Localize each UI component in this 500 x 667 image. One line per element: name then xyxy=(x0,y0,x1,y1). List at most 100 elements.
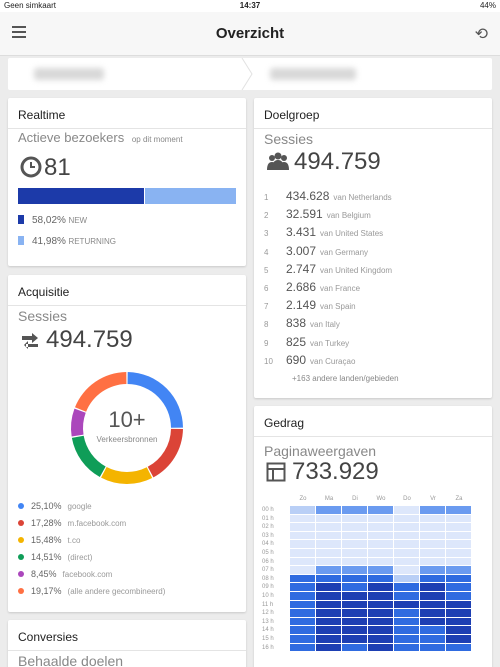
heatmap-cell[interactable] xyxy=(394,617,419,626)
traffic-source-item[interactable]: 8,45% facebook.com xyxy=(18,569,112,579)
heatmap-cell[interactable] xyxy=(290,506,315,514)
heatmap-cell[interactable] xyxy=(342,592,367,600)
heatmap-cell[interactable] xyxy=(290,514,315,523)
heatmap-cell[interactable] xyxy=(420,635,445,643)
heatmap-cell[interactable] xyxy=(368,506,393,514)
heatmap-cell[interactable] xyxy=(290,540,315,548)
heatmap-cell[interactable] xyxy=(420,549,445,557)
heatmap-cell[interactable] xyxy=(342,626,367,634)
donut-slice-5[interactable] xyxy=(74,372,127,412)
heatmap-cell[interactable] xyxy=(368,643,393,652)
end-date-blurred[interactable] xyxy=(270,68,356,80)
country-row[interactable]: 4 3.007 van Germany xyxy=(264,244,484,258)
heatmap-cell[interactable] xyxy=(342,574,367,583)
heatmap-cell[interactable] xyxy=(394,574,419,583)
heatmap-cell[interactable] xyxy=(290,549,315,557)
heatmap-cell[interactable] xyxy=(316,626,341,634)
heatmap-cell[interactable] xyxy=(420,592,445,600)
heatmap-cell[interactable] xyxy=(446,549,471,557)
heatmap-cell[interactable] xyxy=(316,549,341,557)
heatmap-cell[interactable] xyxy=(446,523,471,531)
heatmap-cell[interactable] xyxy=(316,514,341,523)
heatmap-cell[interactable] xyxy=(290,523,315,531)
heatmap-cell[interactable] xyxy=(394,609,419,617)
heatmap-cell[interactable] xyxy=(394,557,419,566)
heatmap-cell[interactable] xyxy=(420,583,445,591)
heatmap-cell[interactable] xyxy=(394,531,419,540)
heatmap-cell[interactable] xyxy=(420,566,445,574)
heatmap-cell[interactable] xyxy=(368,566,393,574)
heatmap-cell[interactable] xyxy=(290,583,315,591)
date-range-selector[interactable] xyxy=(8,58,492,90)
heatmap-cell[interactable] xyxy=(290,626,315,634)
heatmap-cell[interactable] xyxy=(342,609,367,617)
heatmap-cell[interactable] xyxy=(394,600,419,609)
country-row[interactable]: 6 2.686 van France xyxy=(264,280,484,294)
donut-slice-0[interactable] xyxy=(127,372,183,428)
heatmap-cell[interactable] xyxy=(316,583,341,591)
heatmap-cell[interactable] xyxy=(290,531,315,540)
more-countries[interactable]: +163 andere landen/gebieden xyxy=(292,374,399,383)
heatmap-cell[interactable] xyxy=(342,506,367,514)
heatmap-cell[interactable] xyxy=(446,566,471,574)
heatmap-cell[interactable] xyxy=(316,566,341,574)
traffic-source-item[interactable]: 15,48% t.co xyxy=(18,535,80,545)
heatmap-cell[interactable] xyxy=(290,609,315,617)
heatmap-cell[interactable] xyxy=(342,514,367,523)
heatmap-cell[interactable] xyxy=(290,643,315,652)
heatmap-cell[interactable] xyxy=(394,635,419,643)
gedrag-card[interactable]: Gedrag Paginaweergaven 733.929 Zo Ma Di Wo D… xyxy=(254,406,492,667)
heatmap-cell[interactable] xyxy=(290,566,315,574)
heatmap-cell[interactable] xyxy=(420,523,445,531)
heatmap-cell[interactable] xyxy=(446,557,471,566)
heatmap-cell[interactable] xyxy=(446,506,471,514)
heatmap-cell[interactable] xyxy=(368,617,393,626)
heatmap-cell[interactable] xyxy=(368,540,393,548)
heatmap-cell[interactable] xyxy=(394,506,419,514)
traffic-source-item[interactable]: 14,51% (direct) xyxy=(18,552,92,562)
donut-slice-1[interactable] xyxy=(147,428,183,478)
acquisitie-card[interactable]: Acquisitie Sessies 494.759 10+ Verkeersb… xyxy=(8,275,246,612)
heatmap-cell[interactable] xyxy=(316,592,341,600)
conversies-card[interactable]: Conversies Behaalde doelen xyxy=(8,620,246,667)
heatmap-cell[interactable] xyxy=(394,583,419,591)
heatmap-cell[interactable] xyxy=(394,643,419,652)
heatmap-cell[interactable] xyxy=(368,609,393,617)
heatmap-cell[interactable] xyxy=(420,609,445,617)
heatmap-cell[interactable] xyxy=(368,635,393,643)
heatmap-cell[interactable] xyxy=(316,506,341,514)
heatmap-cell[interactable] xyxy=(420,531,445,540)
heatmap-cell[interactable] xyxy=(342,557,367,566)
heatmap-cell[interactable] xyxy=(316,557,341,566)
heatmap-cell[interactable] xyxy=(342,531,367,540)
heatmap-cell[interactable] xyxy=(368,583,393,591)
heatmap-cell[interactable] xyxy=(316,540,341,548)
heatmap-cell[interactable] xyxy=(342,549,367,557)
heatmap-cell[interactable] xyxy=(420,617,445,626)
heatmap-cell[interactable] xyxy=(368,557,393,566)
heatmap-cell[interactable] xyxy=(420,643,445,652)
heatmap-cell[interactable] xyxy=(290,592,315,600)
traffic-source-item[interactable]: 25,10% google xyxy=(18,501,92,511)
start-date-blurred[interactable] xyxy=(34,68,104,80)
heatmap-cell[interactable] xyxy=(446,617,471,626)
heatmap-cell[interactable] xyxy=(290,574,315,583)
heatmap-cell[interactable] xyxy=(420,626,445,634)
heatmap-cell[interactable] xyxy=(316,574,341,583)
traffic-source-item[interactable]: 17,28% m.facebook.com xyxy=(18,518,126,528)
donut-slice-4[interactable] xyxy=(71,408,86,437)
heatmap-cell[interactable] xyxy=(394,592,419,600)
heatmap-cell[interactable] xyxy=(316,609,341,617)
heatmap-cell[interactable] xyxy=(316,531,341,540)
heatmap-cell[interactable] xyxy=(368,549,393,557)
country-row[interactable]: 7 2.149 van Spain xyxy=(264,298,484,312)
heatmap-cell[interactable] xyxy=(342,540,367,548)
heatmap-cell[interactable] xyxy=(316,523,341,531)
heatmap-cell[interactable] xyxy=(446,600,471,609)
heatmap-cell[interactable] xyxy=(368,592,393,600)
heatmap-cell[interactable] xyxy=(394,514,419,523)
doelgroep-card[interactable]: Doelgroep Sessies 494.759 1 434.628 van Ne… xyxy=(254,98,492,398)
heatmap-cell[interactable] xyxy=(446,583,471,591)
heatmap-cell[interactable] xyxy=(394,540,419,548)
heatmap-cell[interactable] xyxy=(342,523,367,531)
